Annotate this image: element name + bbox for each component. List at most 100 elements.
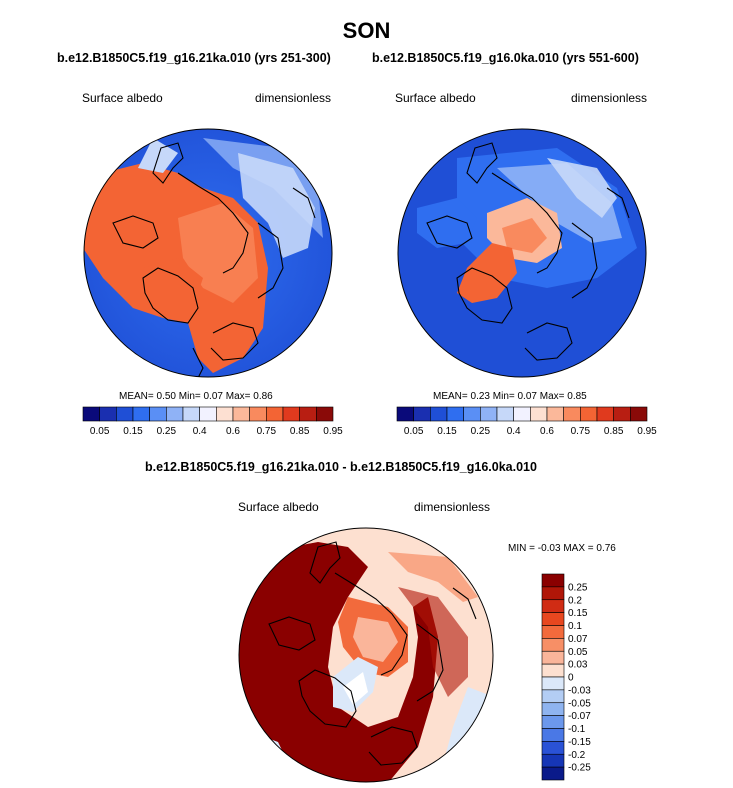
left-colorbar-tick-label: 0.4	[193, 426, 207, 437]
right-colorbar-swatch	[563, 406, 581, 422]
diff-colorbar-tick-label: -0.03	[568, 685, 591, 696]
diff-colorbar-swatch	[541, 766, 565, 781]
right-colorbar-swatch	[396, 406, 414, 422]
left-colorbar-tick-label: 0.6	[226, 426, 240, 437]
diff-colorbar-tick-label: 0.03	[568, 660, 588, 671]
left-colorbar-swatch	[182, 406, 200, 422]
left-variable-label: Surface albedo	[82, 91, 163, 105]
diff-colorbar-swatch	[541, 753, 565, 768]
diff-colorbar-tick-label: -0.05	[568, 698, 591, 709]
left-colorbar-swatch	[99, 406, 117, 422]
diff-colorbar-swatch	[541, 741, 565, 755]
diff-max-value: 0.76	[596, 543, 616, 554]
diff-colorbar-swatch	[541, 599, 565, 613]
right-colorbar-swatch	[530, 406, 548, 422]
diff-colorbar-swatch	[541, 715, 565, 729]
right-colorbar-swatch	[546, 406, 564, 422]
left-min-label: Min=	[178, 391, 201, 402]
left-colorbar-swatch	[199, 406, 217, 422]
left-colorbar-swatch	[232, 406, 250, 422]
right-colorbar-swatch	[446, 406, 464, 422]
diff-stats: MIN = -0.03 MAX = 0.76	[508, 543, 616, 554]
diff-colorbar-tick-label: 0.05	[568, 647, 588, 658]
diff-colorbar-swatch	[541, 586, 565, 601]
right-colorbar-swatch	[496, 406, 514, 422]
left-colorbar-swatch	[299, 406, 317, 422]
right-stats: MEAN= 0.23 Min= 0.07 Max= 0.85	[433, 391, 587, 402]
diff-colorbar-tick-label: -0.25	[568, 763, 591, 774]
left-units-label: dimensionless	[255, 91, 332, 105]
left-colorbar-tick-label: 0.05	[90, 426, 110, 437]
left-colorbar-swatch	[216, 406, 234, 422]
right-panel-title: b.e12.B1850C5.f19_g16.0ka.010 (yrs 551-6…	[372, 51, 639, 65]
right-min-label: Min=	[492, 391, 515, 402]
right-colorbar-tick-label: 0.75	[571, 426, 591, 437]
diff-colorbar-swatch	[541, 625, 565, 639]
right-colorbar-tick-label: 0.95	[637, 426, 657, 437]
diff-min-label: MIN =	[508, 543, 535, 554]
left-mean-label: MEAN=	[119, 391, 154, 402]
right-colorbar-swatch	[596, 406, 614, 422]
right-colorbar: 0.05 0.15 0.25 0.4 0.6 0.75 0.85 0.95	[396, 406, 657, 437]
diff-colorbar-tick-label: 0.2	[568, 595, 582, 606]
left-colorbar-tick-label: 0.15	[123, 426, 143, 437]
left-colorbar-tick-label: 0.85	[290, 426, 310, 437]
diff-colorbar-swatch	[541, 650, 565, 665]
diff-colorbar-tick-label: 0.15	[568, 608, 588, 619]
right-colorbar-swatch	[463, 406, 481, 422]
right-colorbar-swatch	[480, 406, 498, 422]
right-colorbar-tick-label: 0.4	[507, 426, 521, 437]
right-colorbar-swatch	[630, 406, 648, 422]
right-mean-label: MEAN=	[433, 391, 468, 402]
diff-colorbar-tick-label: -0.07	[568, 711, 591, 722]
diff-colorbar-tick-label: -0.1	[568, 724, 586, 735]
right-units-label: dimensionless	[571, 91, 648, 105]
left-colorbar-swatch	[149, 406, 167, 422]
right-max-value: 0.85	[567, 391, 587, 402]
right-max-label: Max=	[539, 391, 565, 402]
right-colorbar-swatch	[580, 406, 598, 422]
left-colorbar-tick-label: 0.75	[257, 426, 277, 437]
diff-colorbar-tick-label: -0.2	[568, 750, 586, 761]
right-colorbar-tick-label: 0.85	[604, 426, 624, 437]
diff-colorbar-tick-label: 0	[568, 673, 574, 684]
left-panel-title: b.e12.B1850C5.f19_g16.21ka.010 (yrs 251-…	[57, 51, 331, 65]
diff-colorbar-swatch	[541, 663, 565, 678]
left-max-value: 0.86	[253, 391, 273, 402]
right-colorbar-tick-label: 0.05	[404, 426, 424, 437]
left-colorbar-swatch	[82, 406, 100, 422]
diff-colorbar-swatch	[541, 612, 565, 626]
left-colorbar-swatch	[116, 406, 134, 422]
diff-colorbar-swatch	[541, 728, 565, 742]
diff-units-label: dimensionless	[414, 500, 491, 514]
right-mean-value: 0.23	[470, 391, 490, 402]
right-map	[397, 128, 647, 378]
diff-colorbar-tick-label: 0.25	[568, 582, 588, 593]
left-mean-value: 0.50	[156, 391, 176, 402]
left-map	[83, 128, 333, 378]
figure-title: SON	[342, 18, 391, 43]
left-colorbar-swatch	[266, 406, 284, 422]
right-colorbar-tick-label: 0.25	[471, 426, 491, 437]
right-min-value: 0.07	[517, 391, 537, 402]
diff-colorbar: 0.25 0.2 0.15 0.1 0.07 0.05 0.03 0-0.03 -0.05 -0.…	[541, 573, 591, 781]
diff-colorbar-tick-label: 0.1	[568, 621, 582, 632]
diff-variable-label: Surface albedo	[238, 500, 319, 514]
right-variable-label: Surface albedo	[395, 91, 476, 105]
left-colorbar-swatch	[249, 406, 267, 422]
left-colorbar: 0.05 0.15 0.25 0.4 0.6 0.75 0.85 0.95	[82, 406, 343, 437]
left-colorbar-tick-label: 0.95	[323, 426, 343, 437]
left-colorbar-tick-label: 0.25	[157, 426, 177, 437]
diff-colorbar-swatch	[541, 702, 565, 716]
right-colorbar-swatch	[413, 406, 431, 422]
diff-colorbar-swatch	[541, 676, 565, 691]
left-stats: MEAN= 0.50 Min= 0.07 Max= 0.86	[119, 391, 273, 402]
diff-map	[238, 527, 494, 783]
diff-colorbar-swatch	[541, 573, 565, 588]
diff-min-value: -0.03	[537, 543, 561, 554]
diff-colorbar-tick-label: -0.15	[568, 737, 591, 748]
right-colorbar-swatch	[430, 406, 448, 422]
diff-colorbar-tick-label: 0.07	[568, 634, 588, 645]
left-colorbar-swatch	[132, 406, 150, 422]
left-min-value: 0.07	[203, 391, 223, 402]
